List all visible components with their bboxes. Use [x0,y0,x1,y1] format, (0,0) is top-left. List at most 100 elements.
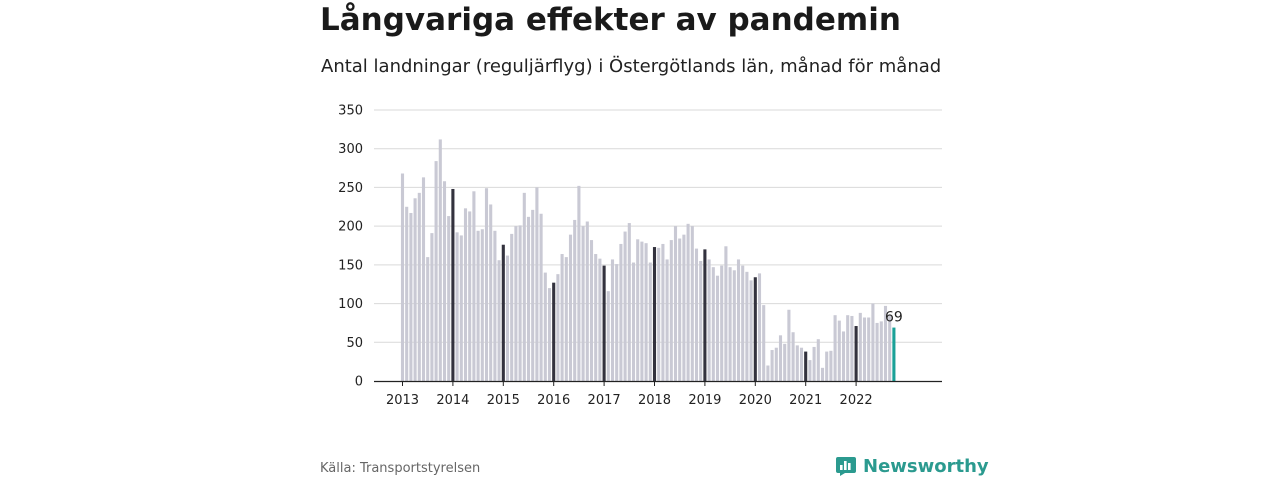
y-tick-label: 100 [338,297,363,312]
bar [795,345,799,381]
bar [535,187,539,381]
bar [526,216,531,381]
bar [854,326,858,381]
bar [753,277,757,381]
newsworthy-logo-icon [836,457,856,476]
x-tick-label: 2017 [588,393,621,408]
bar [728,267,732,381]
bar [825,351,829,381]
bars: 69 [400,139,903,381]
brand-name: Newsworthy [863,455,989,477]
bar [636,239,640,381]
bar [757,273,762,381]
bar [783,343,787,381]
bar [732,270,736,381]
bar [489,204,493,381]
bar [808,360,812,381]
bar [707,259,711,381]
bar [434,161,438,381]
bar [459,235,463,381]
bar [736,259,741,381]
bar [766,365,770,381]
bar [438,139,442,381]
y-tick-label: 350 [338,104,363,119]
bar [875,322,879,381]
bar [774,347,778,381]
bar [589,240,594,381]
y-axis: 0 50 100 150 200 250 300 350 [338,104,363,390]
x-tick-label: 2014 [436,393,469,408]
y-tick-label: 300 [338,142,363,157]
bar [543,272,547,381]
bar [514,226,518,381]
bar [472,191,476,381]
bar [518,225,522,381]
bar [867,317,871,381]
bar [787,309,791,381]
bar [505,255,510,381]
bar [694,248,699,381]
bar [564,257,568,381]
bar [522,192,526,381]
bar [682,234,686,381]
y-tick-label: 0 [355,375,363,390]
bar [879,321,883,381]
bar [442,181,447,381]
chart-subtitle: Antal landningar (reguljärflyg) i Österg… [321,56,942,77]
bar [547,288,552,381]
bar [455,232,459,381]
bar [606,291,610,381]
bar [703,249,707,381]
bar [812,346,816,381]
y-tick-label: 250 [338,181,363,196]
bar [480,229,484,381]
x-tick-label: 2022 [840,393,873,408]
bar [648,262,652,381]
bar [598,258,602,381]
bar [791,332,795,381]
bar [833,315,837,381]
bar [493,230,497,381]
bar-latest [892,327,896,381]
bar [715,275,720,381]
bar [816,339,820,381]
bar [850,315,854,381]
bar [568,234,573,381]
bar [665,259,669,381]
bar [871,303,875,381]
x-axis: 2013 2014 2015 2016 2017 2018 2019 2020 2021 2022 [374,380,942,408]
y-tick-label: 150 [338,258,363,273]
bar [673,226,678,381]
bar [409,212,413,381]
bar [657,247,661,381]
bar [560,254,564,381]
bar [837,320,841,381]
bar [846,315,850,381]
bar [484,188,489,381]
x-tick-label: 2013 [386,393,419,408]
bar [888,315,892,381]
bar [468,211,472,381]
x-tick-label: 2016 [537,393,570,408]
bar [585,221,589,381]
bar [652,247,657,381]
bar [804,351,808,381]
bar [799,347,804,381]
x-tick-label: 2018 [638,393,671,408]
bar [413,198,417,381]
bar [862,317,867,381]
chart-title: Långvariga effekter av pandemin [320,2,901,38]
bar [883,305,888,381]
bar [720,265,724,381]
bar [858,312,862,381]
bar [631,262,636,381]
bar [447,216,451,381]
bar [762,305,766,381]
bar [497,260,501,381]
x-tick-label: 2021 [789,393,822,408]
x-tick-label: 2020 [739,393,772,408]
bar [539,213,543,381]
bar [594,254,598,381]
bar [699,260,703,381]
bar [615,264,619,381]
